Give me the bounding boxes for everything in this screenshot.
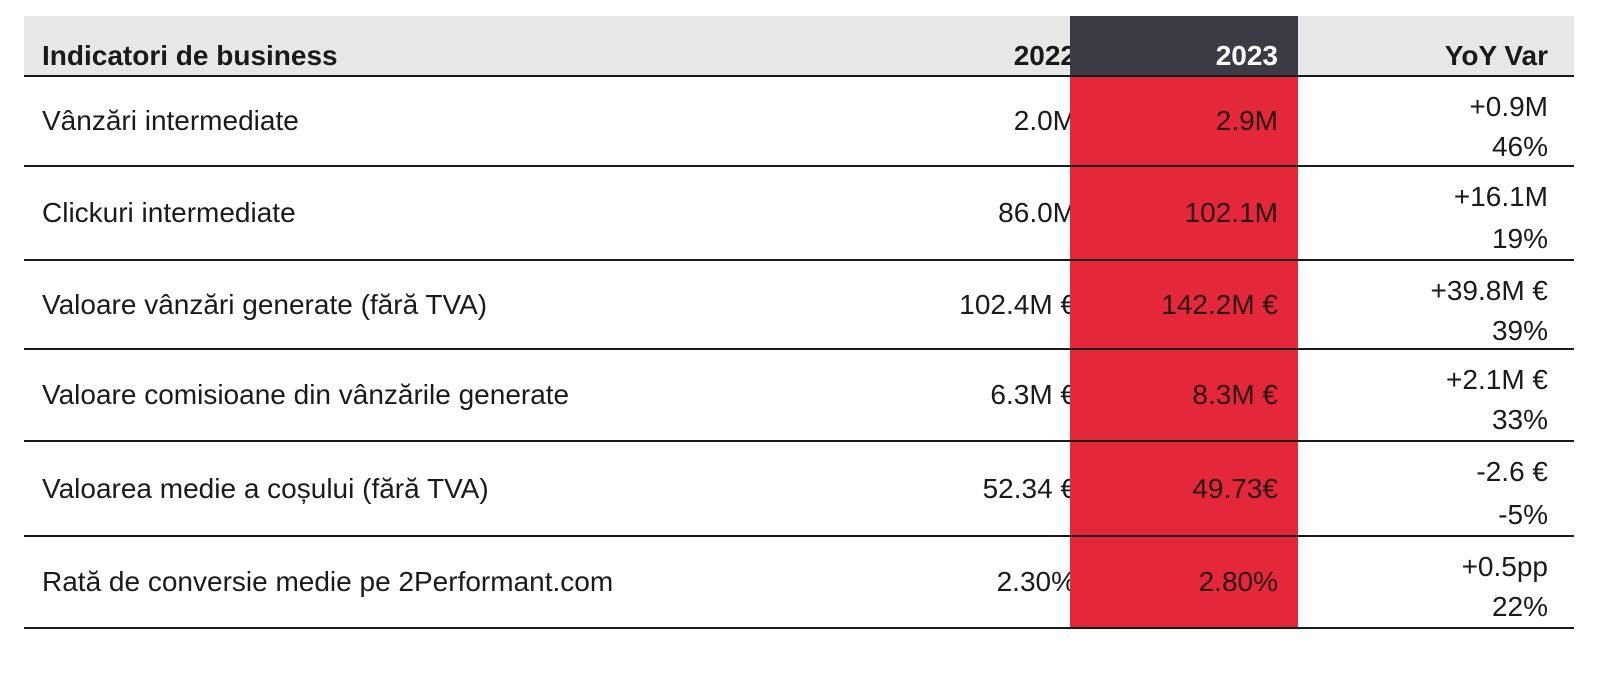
row-label: Valoare vânzări generate (fără TVA)	[42, 288, 488, 320]
table-row: Valoarea medie a coșului (fără TVA) 52.3…	[24, 442, 1574, 537]
header-yoy-var: YoY Var	[1444, 40, 1548, 71]
yoy-variation: +16.1M 19%	[1298, 167, 1574, 259]
yoy-variation: +39.8M € 39%	[1298, 261, 1574, 348]
table-row: Valoare comisioane din vânzările generat…	[24, 350, 1574, 442]
yoy-variation: +0.5pp 22%	[1298, 537, 1574, 627]
value-2022: 6.3M €	[990, 379, 1076, 410]
yoy-percent: 19%	[1491, 223, 1548, 254]
yoy-percent: -5%	[1498, 499, 1548, 530]
table-row: Rată de conversie medie pe 2Performant.c…	[24, 537, 1574, 629]
yoy-percent: 22%	[1491, 591, 1548, 622]
value-2023: 8.3M €	[1070, 350, 1298, 440]
table-header: Indicatori de business 2022 2023 YoY Var	[24, 16, 1574, 77]
header-2022: 2022	[1013, 40, 1076, 71]
header-2023: 2023	[1070, 16, 1298, 75]
value-2022: 2.0M	[1013, 105, 1076, 136]
value-2023: 49.73€	[1070, 442, 1298, 535]
row-label: Valoarea medie a coșului (fără TVA)	[42, 472, 489, 504]
yoy-percent: 46%	[1491, 131, 1548, 162]
value-2023: 2.9M	[1070, 77, 1298, 165]
yoy-absolute: +16.1M	[1453, 181, 1548, 212]
yoy-absolute: +2.1M €	[1446, 364, 1548, 395]
table-row: Clickuri intermediate 86.0M 102.1M +16.1…	[24, 167, 1574, 261]
yoy-variation: -2.6 € -5%	[1298, 442, 1574, 535]
yoy-variation: +0.9M 46%	[1298, 77, 1574, 165]
value-2023: 102.1M	[1070, 167, 1298, 259]
value-2023: 2.80%	[1070, 537, 1298, 627]
yoy-absolute: +39.8M €	[1430, 275, 1548, 306]
table-row: Vânzări intermediate 2.0M 2.9M +0.9M 46%	[24, 77, 1574, 167]
yoy-percent: 39%	[1491, 315, 1548, 346]
value-2022: 102.4M €	[959, 288, 1076, 320]
row-label: Clickuri intermediate	[42, 197, 296, 228]
row-label: Valoare comisioane din vânzările generat…	[42, 379, 570, 410]
row-label: Vânzări intermediate	[42, 105, 299, 136]
value-2022: 86.0M	[998, 197, 1076, 228]
yoy-variation: +2.1M € 33%	[1298, 350, 1574, 440]
business-indicators-table: Indicatori de business 2022 2023 YoY Var…	[24, 16, 1574, 629]
value-2022: 2.30%	[996, 566, 1076, 597]
header-indicator: Indicatori de business	[42, 40, 338, 71]
row-label: Rată de conversie medie pe 2Performant.c…	[42, 566, 614, 597]
value-2023: 142.2M €	[1070, 261, 1298, 348]
yoy-percent: 33%	[1491, 404, 1548, 435]
value-2022: 52.34 €	[982, 472, 1076, 504]
yoy-absolute: +0.9M	[1469, 91, 1548, 122]
yoy-absolute: -2.6 €	[1476, 456, 1548, 487]
table-row: Valoare vânzări generate (fără TVA) 102.…	[24, 261, 1574, 350]
yoy-absolute: +0.5pp	[1461, 551, 1548, 582]
